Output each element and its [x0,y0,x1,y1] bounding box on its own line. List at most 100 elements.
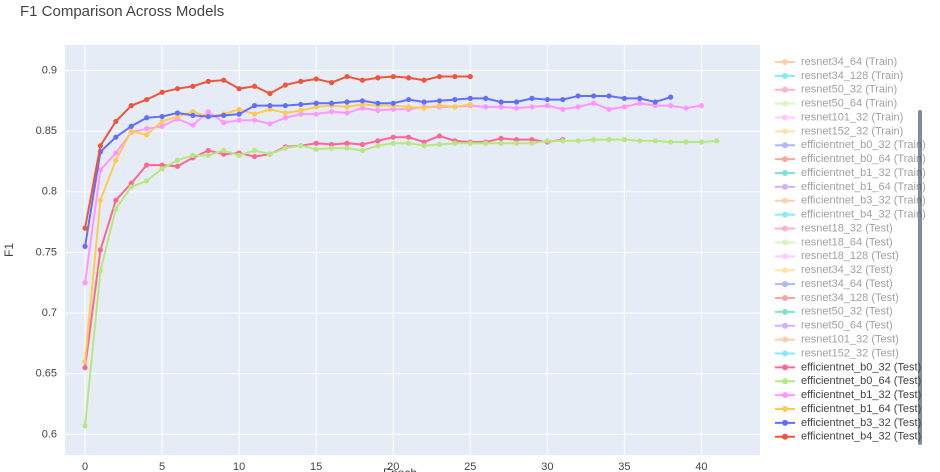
data-point [144,178,150,184]
data-point [328,141,335,148]
data-point [282,115,288,121]
data-point [144,132,150,138]
data-point [313,146,319,152]
legend-item[interactable]: resnet152_32 (Test) [775,347,899,359]
data-point [190,112,196,118]
legend-label: efficientnet_b1_64 (Test) [801,403,921,415]
legend-label: resnet50_32 (Train) [801,84,897,96]
data-point [236,106,242,112]
data-point [652,99,658,105]
legend-item[interactable]: resnet101_32 (Test) [775,334,899,346]
legend-item[interactable]: resnet18_64 (Test) [775,236,893,248]
legend-swatch-marker [782,59,788,65]
legend-swatch-marker [782,114,788,121]
data-point [606,137,612,143]
legend-swatch-marker [782,170,788,177]
legend-item[interactable]: efficientnet_b0_64 (Train) [775,153,926,165]
data-point [359,141,366,148]
data-point [144,126,150,132]
legend-item[interactable]: resnet34_128 (Test) [775,292,899,304]
data-point [313,100,319,106]
data-point [668,103,674,109]
legend-swatch-marker [782,239,788,246]
data-point [467,95,473,101]
data-point [97,167,104,173]
data-point [282,145,288,151]
legend-label: efficientnet_b3_32 (Train) [801,195,926,207]
legend-item[interactable]: resnet34_128 (Train) [775,70,903,82]
legend-item[interactable]: resnet34_32 (Test) [775,264,893,276]
legend-item[interactable]: efficientnet_b0_32 (Test) [775,361,921,373]
data-point [529,95,535,101]
legend-item[interactable]: resnet34_64 (Train) [775,56,897,68]
legend-label: efficientnet_b0_64 (Test) [801,375,921,387]
legend-item[interactable]: resnet50_32 (Test) [775,306,893,318]
legend-item[interactable]: efficientnet_b4_32 (Train) [775,209,926,221]
data-point [205,78,211,84]
legend-item[interactable]: efficientnet_b3_32 (Train) [775,195,926,207]
legend-label: efficientnet_b1_32 (Test) [801,389,921,401]
legend-item[interactable]: resnet34_64 (Test) [775,278,893,290]
data-point [529,137,535,143]
data-point [406,104,412,110]
x-axis-title: Epoch [383,466,417,472]
legend-item[interactable]: resnet50_64 (Train) [775,98,897,110]
data-point [174,110,181,116]
data-point [436,103,443,109]
legend-item[interactable]: efficientnet_b1_64 (Test) [775,403,921,415]
data-point [375,100,381,106]
data-point [221,112,227,118]
data-point [205,113,211,120]
x-tick-label: 30 [541,461,553,472]
legend-item[interactable]: efficientnet_b1_32 (Test) [775,389,921,401]
legend-item[interactable]: resnet18_128 (Test) [775,250,899,262]
data-point [298,143,304,149]
y-axis-title: F1 [2,243,16,257]
legend-swatch-marker [782,406,788,412]
legend-label: efficientnet_b0_32 (Train) [801,139,926,151]
data-point [313,111,319,117]
data-point [406,75,412,81]
data-point [359,105,366,111]
legend-swatch-marker [782,197,788,204]
legend-label: efficientnet_b1_32 (Train) [801,167,926,179]
legend-item[interactable]: efficientnet_b1_64 (Train) [775,181,926,193]
legend-item[interactable]: resnet152_32 (Train) [775,125,903,137]
data-point [452,140,458,146]
data-point [82,365,88,371]
data-point [82,243,88,249]
data-point [313,140,319,146]
data-point [544,96,550,103]
legend-scrollbar[interactable] [918,110,922,445]
data-point [128,184,134,190]
data-point [606,93,612,99]
data-point [144,162,150,168]
legend-label: resnet34_64 (Train) [801,56,897,68]
data-point [298,107,304,114]
x-tick-label: 25 [464,461,476,472]
data-point [668,139,674,145]
legend-item[interactable]: resnet101_32 (Train) [775,111,903,123]
legend-item[interactable]: resnet50_64 (Test) [775,320,893,332]
data-point [174,113,181,120]
legend-item[interactable]: resnet50_32 (Train) [775,84,897,96]
legend-item[interactable]: resnet18_32 (Test) [775,222,893,234]
data-point [359,77,366,83]
data-point [683,139,689,145]
legend-item[interactable]: efficientnet_b1_32 (Train) [775,167,926,179]
legend-label: efficientnet_b0_32 (Test) [801,361,921,373]
data-point [144,115,150,121]
data-point [159,113,165,120]
y-tick-label: 0.8 [42,186,57,198]
legend-swatch-marker [782,142,788,149]
data-point [328,109,335,115]
legend-item[interactable]: efficientnet_b3_32 (Test) [775,417,921,429]
data-point [344,99,350,105]
legend-item[interactable]: efficientnet_b4_32 (Test) [775,431,921,443]
legend-label: resnet18_128 (Test) [801,250,899,262]
legend-item[interactable]: efficientnet_b0_32 (Train) [775,139,926,151]
data-point [390,134,396,140]
data-point [282,82,288,88]
legend-item[interactable]: efficientnet_b0_64 (Test) [775,375,921,387]
data-point [128,123,134,129]
